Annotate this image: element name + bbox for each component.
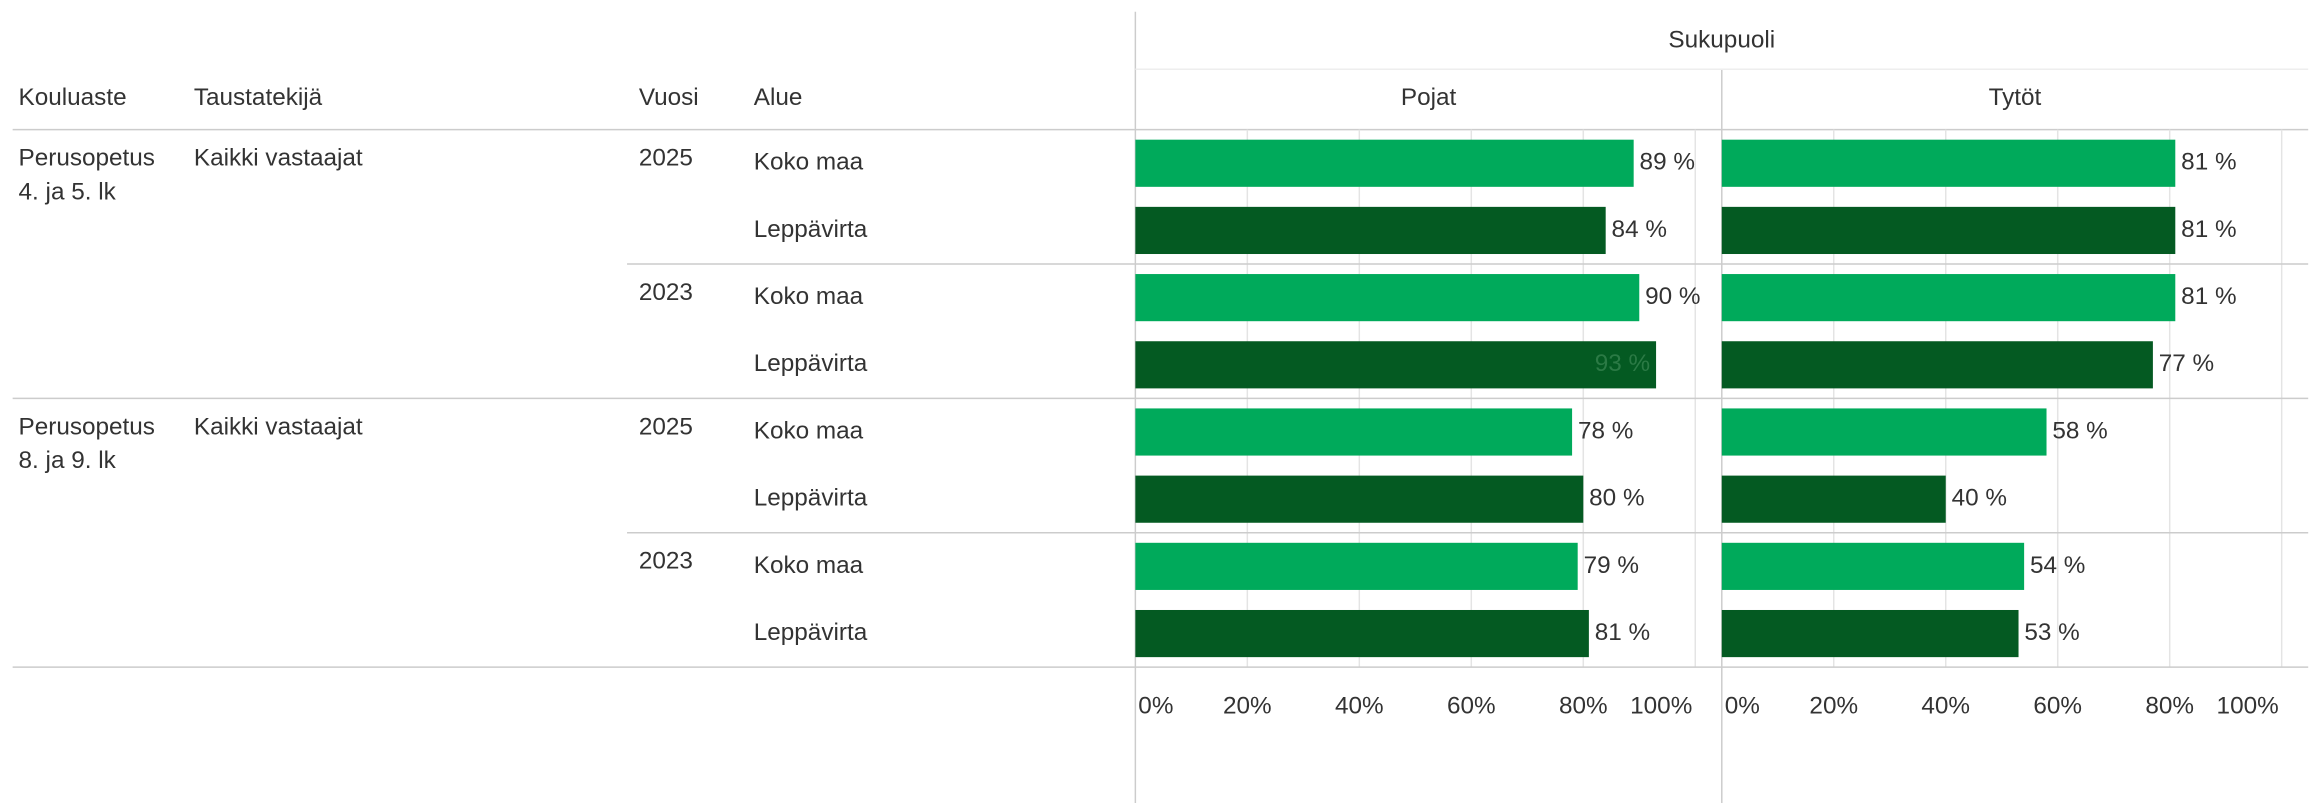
alue: Koko maa	[754, 417, 864, 444]
x-tick-label: 60%	[2033, 693, 2082, 720]
value-label: 53 %	[2024, 619, 2079, 646]
alue: Koko maa	[754, 283, 864, 310]
value-label: 79 %	[1584, 552, 1639, 579]
value-label: 77 %	[2159, 350, 2214, 377]
x-tick-label: 40%	[1921, 693, 1970, 720]
bar	[1135, 408, 1573, 456]
taustatekija: Kaikki vastaajat	[194, 145, 363, 172]
bar	[1721, 408, 2047, 456]
x-tick-label: 100%	[1630, 693, 1692, 720]
bar	[1721, 475, 1946, 523]
alue: Leppävirta	[754, 619, 868, 646]
column-header: Alue	[754, 84, 803, 111]
x-tick-label: 0%	[1138, 693, 1173, 720]
bar	[1721, 609, 2019, 658]
panel-header: Pojat	[1401, 84, 1457, 111]
vuosi: 2023	[639, 548, 693, 575]
value-label: 40 %	[1952, 485, 2007, 512]
x-tick-label: 80%	[2145, 693, 2194, 720]
x-tick-label: 0%	[1725, 693, 1760, 720]
bar	[1135, 139, 1634, 187]
value-label: 90 %	[1645, 283, 1700, 310]
column-header: Taustatekijä	[194, 84, 323, 111]
header: Sukupuoli	[1668, 27, 1775, 54]
value-label: 93 %	[1595, 350, 1650, 377]
value-label: 81 %	[2181, 149, 2236, 176]
kouluaste: Perusopetus	[19, 145, 155, 172]
bar	[1721, 274, 2176, 322]
alue: Koko maa	[754, 149, 864, 176]
kouluaste: 4. ja 5. lk	[19, 178, 117, 205]
x-tick-label: 60%	[1447, 693, 1496, 720]
vuosi: 2025	[639, 145, 693, 172]
x-tick-label: 40%	[1335, 693, 1384, 720]
x-tick-label: 20%	[1809, 693, 1858, 720]
kouluaste: Perusopetus	[19, 413, 155, 440]
bar	[1721, 542, 2025, 590]
value-label: 81 %	[1595, 619, 1650, 646]
taustatekija: Kaikki vastaajat	[194, 413, 363, 440]
vuosi: 2023	[639, 279, 693, 306]
value-label: 80 %	[1589, 485, 1644, 512]
bar	[1135, 609, 1589, 658]
x-tick-label: 80%	[1559, 693, 1608, 720]
bar	[1135, 274, 1640, 322]
bar	[1135, 542, 1578, 590]
kouluaste: 8. ja 9. lk	[19, 447, 117, 474]
bar	[1135, 475, 1584, 523]
vuosi: 2025	[639, 413, 693, 440]
value-label: 58 %	[2052, 417, 2107, 444]
column-header: Vuosi	[639, 84, 699, 111]
x-tick-label: 100%	[2217, 693, 2279, 720]
value-label: 84 %	[1612, 216, 1667, 243]
bar	[1721, 341, 2153, 389]
value-label: 89 %	[1640, 149, 1695, 176]
value-label: 54 %	[2030, 552, 2085, 579]
value-label: 81 %	[2181, 216, 2236, 243]
value-label: 81 %	[2181, 283, 2236, 310]
bar	[1721, 139, 2176, 187]
alue: Koko maa	[754, 552, 864, 579]
bar	[1135, 341, 1657, 389]
panel-header: Tytöt	[1989, 84, 2042, 111]
bar	[1135, 206, 1606, 255]
alue: Leppävirta	[754, 485, 868, 512]
column-header: Kouluaste	[19, 84, 127, 111]
alue: Leppävirta	[754, 216, 868, 243]
alue: Leppävirta	[754, 350, 868, 377]
x-tick-label: 20%	[1223, 693, 1272, 720]
value-label: 78 %	[1578, 417, 1633, 444]
bar	[1721, 206, 2176, 255]
